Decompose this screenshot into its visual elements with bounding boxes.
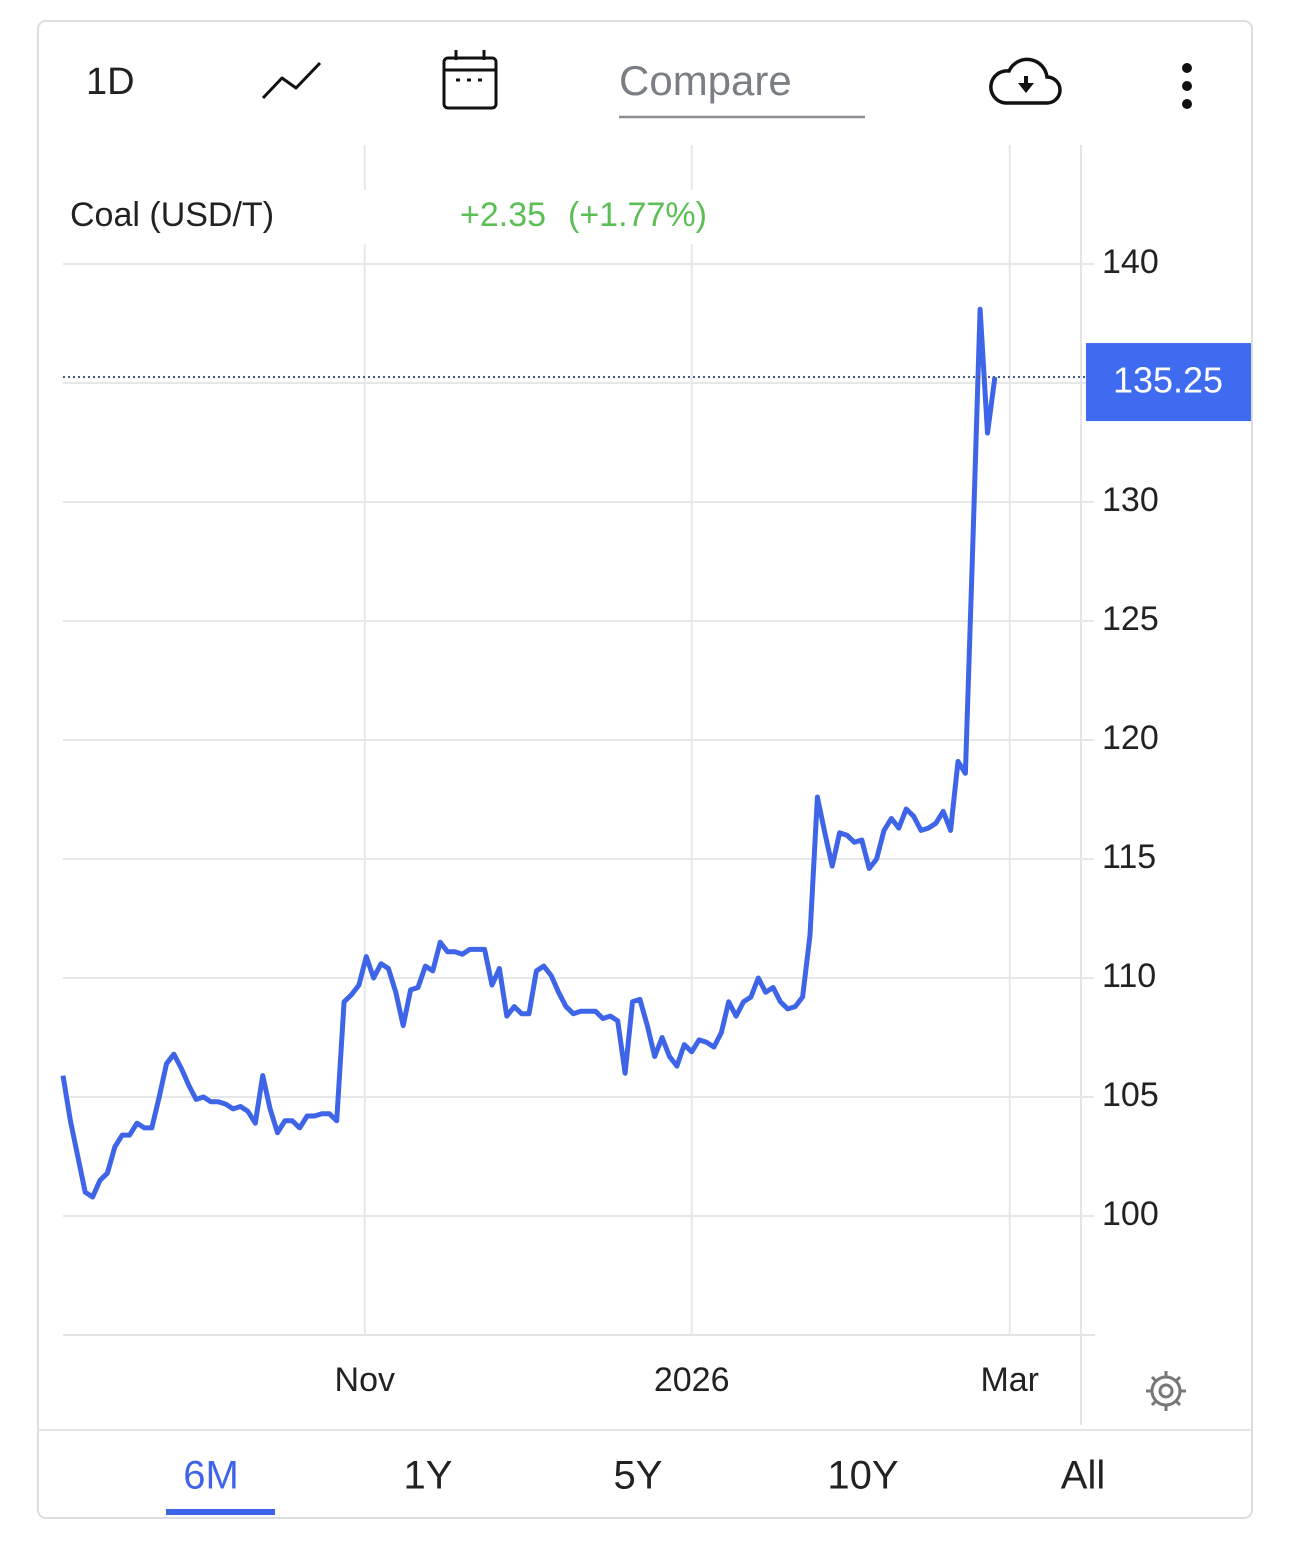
range-buttons: 6M 1Y 5Y 10Y All <box>166 1454 1105 1515</box>
legend-bg <box>62 190 752 244</box>
y-tick-label: 110 <box>1102 957 1156 995</box>
download-icon[interactable] <box>989 57 1062 105</box>
y-tick-label: 125 <box>1102 600 1159 638</box>
range-active-indicator <box>166 1509 275 1515</box>
line-type-icon[interactable] <box>261 61 322 100</box>
y-tick-label: 120 <box>1102 719 1159 757</box>
calendar-icon[interactable] <box>442 50 498 110</box>
y-tick-label: 115 <box>1102 838 1156 876</box>
last-price-box <box>1086 343 1251 422</box>
range-button[interactable]: 6M <box>183 1454 239 1498</box>
legend-change: +2.35 <box>460 196 546 234</box>
y-tick-label: 100 <box>1102 1195 1159 1233</box>
grid <box>63 145 1094 1335</box>
range-button[interactable]: All <box>1061 1454 1105 1498</box>
y-tick-label: 140 <box>1102 243 1159 281</box>
y-axis: 100105110115120125130135140Nov2026Mar135… <box>335 243 1251 1399</box>
legend-title: Coal (USD/T) <box>70 196 274 234</box>
y-tick-label: 130 <box>1102 481 1159 519</box>
range-button[interactable]: 5Y <box>614 1454 663 1498</box>
interval-button[interactable]: 1D <box>86 61 135 103</box>
x-tick-label: Mar <box>980 1361 1039 1399</box>
legend-change-pct: (+1.77%) <box>568 196 707 234</box>
range-button[interactable]: 1Y <box>404 1454 453 1498</box>
last-price-label: 135.25 <box>1113 360 1223 401</box>
y-tick-label: 105 <box>1102 1076 1159 1114</box>
settings-icon[interactable] <box>1146 1371 1186 1411</box>
plot <box>60 306 1086 1200</box>
compare-input[interactable]: Compare <box>619 57 792 104</box>
x-tick-label: 2026 <box>654 1361 730 1399</box>
price-line <box>60 306 998 1200</box>
card <box>37 20 1253 1519</box>
x-tick-label: Nov <box>335 1361 395 1399</box>
more-menu[interactable] <box>1182 63 1192 109</box>
range-button[interactable]: 10Y <box>827 1454 898 1498</box>
